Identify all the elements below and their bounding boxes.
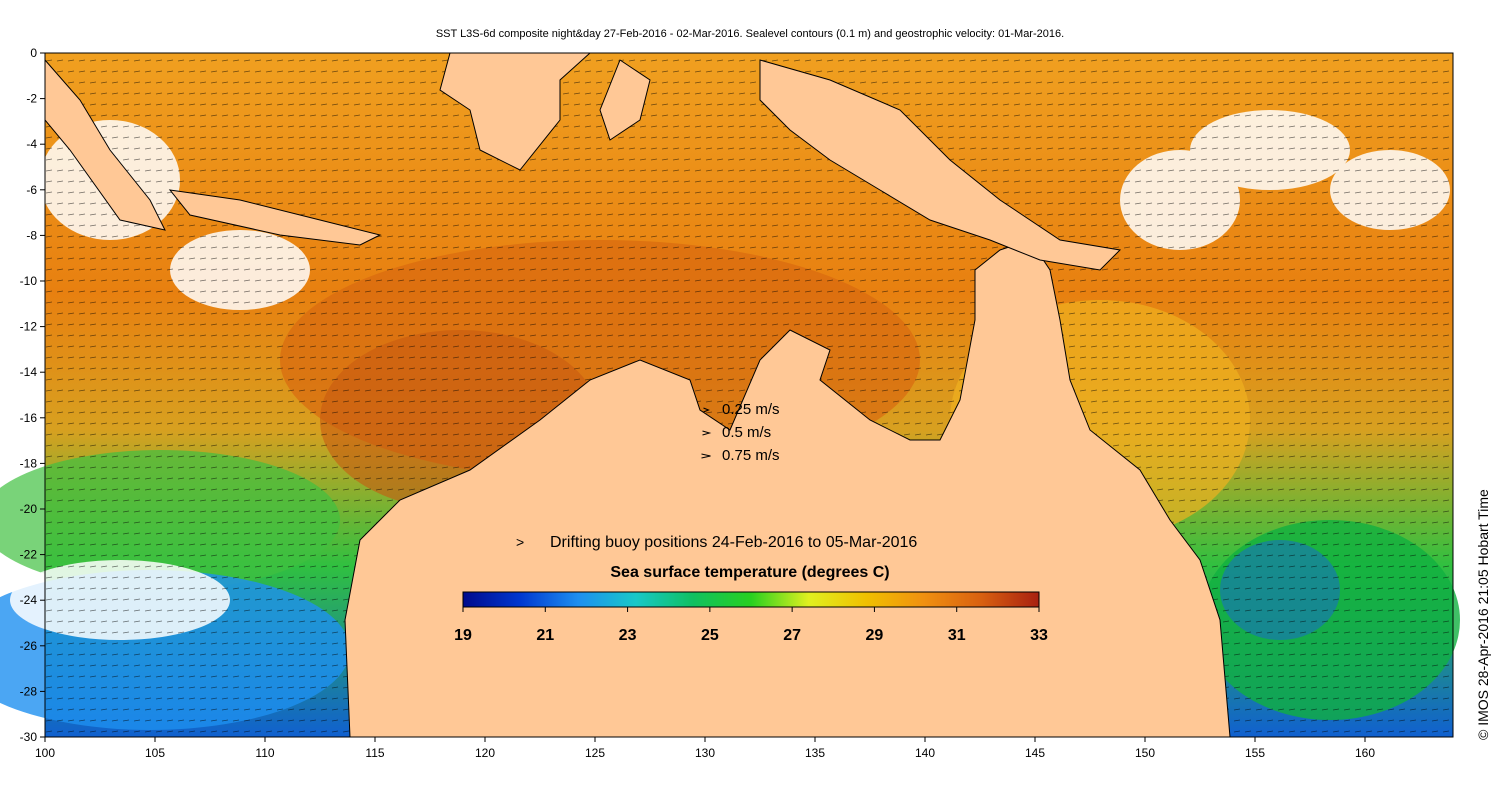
x-tick-label: 115 bbox=[365, 746, 384, 760]
y-axis: 0 -2 -4 -6 -8 -10 -12 -14 -16 -18 -20 -22 -24 -26 -28 -… bbox=[20, 46, 45, 744]
x-tick-label: 150 bbox=[1135, 746, 1155, 760]
sulawesi bbox=[599, 59, 651, 141]
x-tick-label: 100 bbox=[35, 746, 55, 760]
x-tick-label: 130 bbox=[695, 746, 715, 760]
colorbar-tick-label: 23 bbox=[619, 627, 637, 644]
x-tick-label: 125 bbox=[585, 746, 605, 760]
y-tick-label: -8 bbox=[26, 228, 37, 242]
y-tick-label: -10 bbox=[20, 274, 38, 288]
y-tick-label: -6 bbox=[26, 183, 37, 197]
velocity-legend-arrow bbox=[703, 407, 710, 413]
velocity-legend-arrow bbox=[701, 453, 711, 459]
y-tick-label: 0 bbox=[30, 46, 37, 60]
velocity-legend-label: 0.5 m/s bbox=[722, 424, 771, 441]
buoy-symbol: > bbox=[516, 534, 524, 550]
new-guinea bbox=[759, 59, 1122, 271]
x-tick-label: 160 bbox=[1355, 746, 1375, 760]
colorbar-ramp bbox=[462, 591, 1040, 608]
velocity-legend-label: 0.25 m/s bbox=[722, 401, 780, 418]
y-tick-label: -24 bbox=[20, 593, 38, 607]
y-tick-label: -4 bbox=[26, 137, 37, 151]
credit-text: © IMOS 28-Apr-2016 21:05 Hobart Time bbox=[1475, 489, 1491, 740]
x-tick-label: 145 bbox=[1025, 746, 1045, 760]
borneo bbox=[439, 52, 592, 171]
x-tick-label: 140 bbox=[915, 746, 935, 760]
colorbar: Sea surface temperature (degrees C) 19 21… bbox=[454, 564, 1048, 644]
y-tick-label: -18 bbox=[20, 456, 38, 470]
colorbar-ticks: 19 21 23 25 27 29 31 33 bbox=[454, 607, 1048, 644]
y-tick-label: -14 bbox=[20, 365, 38, 379]
map-title: SST L3S-6d composite night&day 27-Feb-20… bbox=[435, 28, 1065, 40]
colorbar-tick-label: 25 bbox=[701, 627, 719, 644]
y-tick-label: -30 bbox=[20, 730, 38, 744]
colorbar-tick-label: 21 bbox=[536, 627, 554, 644]
map-frame bbox=[44, 52, 1454, 738]
colorbar-tick-label: 33 bbox=[1030, 627, 1048, 644]
colorbar-tick-label: 27 bbox=[783, 627, 801, 644]
x-tick-label: 110 bbox=[255, 746, 274, 760]
buoy-legend: > Drifting buoy positions 24-Feb-2016 to… bbox=[516, 534, 917, 551]
map-panel bbox=[0, 52, 1460, 738]
colorbar-tick-label: 31 bbox=[948, 627, 966, 644]
x-tick-label: 155 bbox=[1245, 746, 1265, 760]
colorbar-tick-label: 29 bbox=[866, 627, 884, 644]
y-tick-label: -26 bbox=[20, 639, 38, 653]
y-tick-label: -12 bbox=[20, 320, 38, 334]
y-tick-label: -16 bbox=[20, 411, 38, 425]
buoy-legend-label: Drifting buoy positions 24-Feb-2016 to 0… bbox=[550, 534, 917, 551]
land bbox=[44, 52, 1231, 738]
velocity-legend: 0.25 m/s 0.5 m/s 0.75 m/s bbox=[701, 401, 780, 464]
x-tick-label: 105 bbox=[145, 746, 165, 760]
y-tick-label: -28 bbox=[20, 684, 38, 698]
colorbar-tick-label: 19 bbox=[454, 627, 472, 644]
x-tick-label: 120 bbox=[475, 746, 495, 760]
y-tick-label: -22 bbox=[20, 548, 38, 562]
colorbar-title: Sea surface temperature (degrees C) bbox=[610, 564, 889, 581]
sumatra bbox=[44, 58, 166, 231]
y-tick-label: -20 bbox=[20, 502, 38, 516]
java bbox=[168, 189, 382, 246]
x-tick-label: 135 bbox=[805, 746, 825, 760]
velocity-legend-label: 0.75 m/s bbox=[722, 447, 780, 464]
y-tick-label: -2 bbox=[26, 92, 37, 106]
australia bbox=[344, 239, 1231, 738]
x-axis: 100 105 110 115 120 125 130 135 140 145 150 155 160 bbox=[35, 737, 1375, 760]
velocity-legend-arrow bbox=[702, 430, 712, 436]
